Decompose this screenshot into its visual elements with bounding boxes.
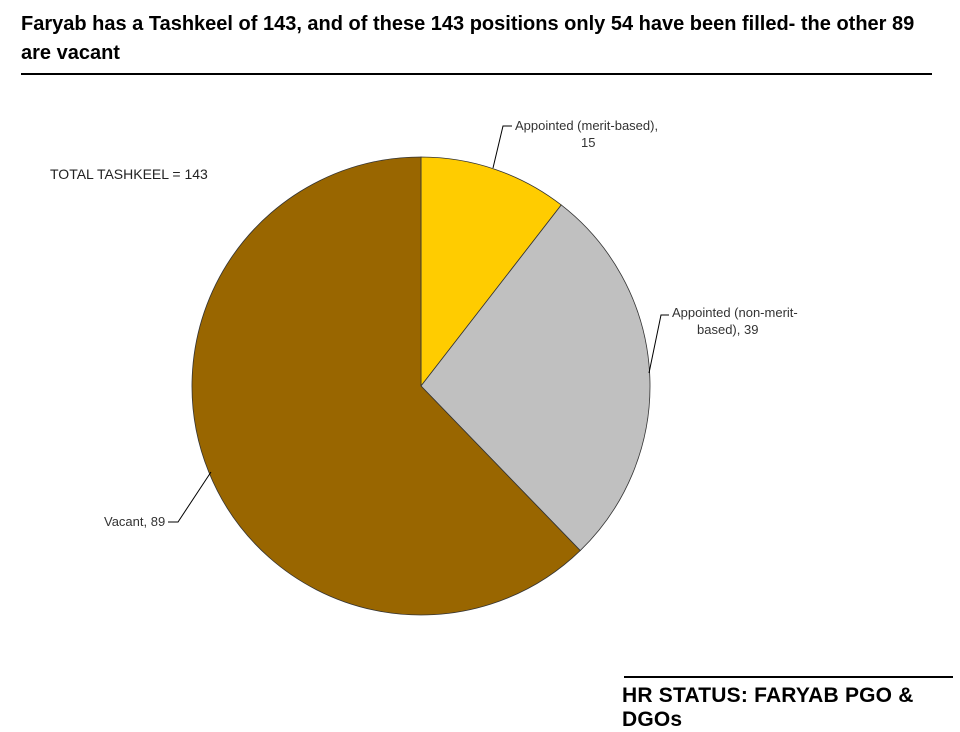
title-divider [21, 73, 932, 75]
leader-lines [168, 125, 669, 523]
leader-line-2 [648, 314, 669, 374]
leader-line-1 [492, 125, 512, 169]
page-title: Faryab has a Tashkeel of 143, and of the… [21, 13, 915, 64]
pie-slices [191, 156, 651, 616]
total-tashkeel-annotation: TOTAL TASHKEEL = 143 [50, 166, 208, 182]
pie-slice-3 [191, 156, 581, 616]
footer-title: HR STATUS: FARYAB PGO & DGOs [622, 684, 914, 731]
data-label-2: Appointed (non-merit-based), 39 [672, 305, 798, 337]
data-label-3: Vacant, 89 [104, 514, 165, 529]
data-label-1: Appointed (merit-based), 15 [515, 118, 658, 150]
footer-divider [624, 676, 953, 678]
pie-slice-2 [420, 204, 651, 552]
leader-line-3 [168, 471, 212, 523]
slice-labels: Appointed (merit-based), 15 Appointed (non… [104, 118, 798, 529]
pie-slice-1 [420, 156, 562, 388]
